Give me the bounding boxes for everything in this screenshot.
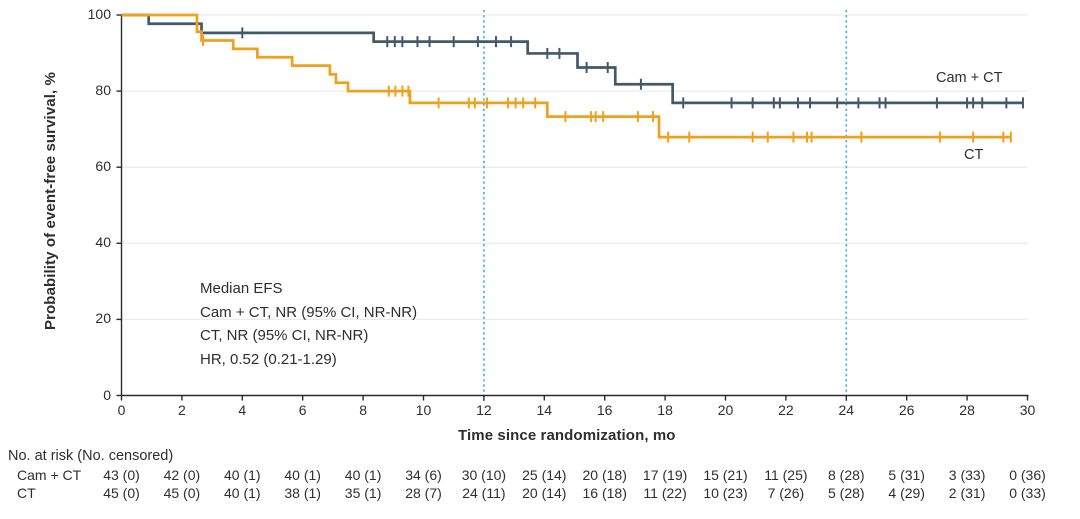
x-tick-label-14: 14 bbox=[536, 402, 553, 418]
risk-cell-cam-ct-28mo: 3 (33) bbox=[948, 467, 986, 483]
x-tick-label-12: 12 bbox=[476, 402, 492, 418]
x-tick-label-30: 30 bbox=[1019, 402, 1036, 418]
risk-cell-ct-0mo: 45 (0) bbox=[103, 485, 140, 501]
risk-cell-ct-8mo: 35 (1) bbox=[344, 485, 382, 501]
x-tick-label-16: 16 bbox=[596, 402, 613, 418]
risk-cell-ct-6mo: 38 (1) bbox=[284, 485, 321, 501]
risk-row-label-ct: CT bbox=[17, 485, 36, 501]
x-tick-label-18: 18 bbox=[657, 402, 673, 418]
y-tick-label-60: 60 bbox=[95, 158, 111, 175]
risk-cell-cam-ct-20mo: 15 (21) bbox=[703, 467, 748, 483]
annotation-line-cam-ct: Cam + CT, NR (95% CI, NR-NR) bbox=[200, 303, 418, 321]
risk-cell-ct-24mo: 5 (28) bbox=[828, 485, 865, 501]
series-label-ct: CT bbox=[964, 147, 984, 163]
series-label-cam-ct: Cam + CT bbox=[936, 70, 1003, 86]
risk-cell-ct-26mo: 4 (29) bbox=[888, 485, 925, 501]
x-tick-label-24: 24 bbox=[838, 402, 855, 418]
risk-cell-ct-2mo: 45 (0) bbox=[163, 485, 201, 501]
risk-cell-cam-ct-12mo: 30 (10) bbox=[461, 467, 507, 483]
risk-row-label-cam-ct: Cam + CT bbox=[17, 467, 82, 483]
risk-cell-cam-ct-10mo: 34 (6) bbox=[405, 467, 442, 483]
risk-cell-cam-ct-14mo: 25 (14) bbox=[522, 467, 567, 483]
risk-cell-ct-12mo: 24 (11) bbox=[462, 485, 506, 501]
risk-cell-cam-ct-0mo: 43 (0) bbox=[103, 467, 140, 483]
risk-cell-ct-4mo: 40 (1) bbox=[224, 485, 261, 501]
x-axis-title: Time since randomization, mo bbox=[458, 427, 676, 444]
x-tick-label-2: 2 bbox=[177, 402, 186, 418]
x-tick-label-26: 26 bbox=[898, 402, 915, 418]
x-tick-label-10: 10 bbox=[415, 402, 432, 418]
risk-cell-cam-ct-8mo: 40 (1) bbox=[344, 467, 382, 483]
risk-cell-ct-22mo: 7 (26) bbox=[767, 485, 805, 501]
x-tick-label-8: 8 bbox=[359, 402, 367, 418]
risk-cell-cam-ct-22mo: 11 (25) bbox=[764, 467, 808, 483]
risk-cell-ct-10mo: 28 (7) bbox=[405, 485, 442, 501]
risk-cell-ct-16mo: 16 (18) bbox=[582, 485, 627, 501]
y-tick-label-100: 100 bbox=[87, 6, 111, 22]
risk-cell-cam-ct-26mo: 5 (31) bbox=[888, 467, 925, 483]
risk-cell-ct-20mo: 10 (23) bbox=[703, 485, 748, 501]
risk-cell-cam-ct-30mo: 0 (36) bbox=[1009, 467, 1046, 483]
risk-cell-ct-28mo: 2 (31) bbox=[948, 485, 986, 501]
y-tick-label-40: 40 bbox=[95, 234, 111, 251]
risk-cell-cam-ct-18mo: 17 (19) bbox=[642, 467, 688, 483]
y-tick-label-20: 20 bbox=[95, 310, 111, 327]
x-tick-label-0: 0 bbox=[117, 402, 126, 418]
risk-cell-ct-14mo: 20 (14) bbox=[522, 485, 567, 501]
risk-cell-cam-ct-6mo: 40 (1) bbox=[284, 467, 321, 483]
risk-cell-cam-ct-24mo: 8 (28) bbox=[828, 467, 865, 483]
x-tick-label-4: 4 bbox=[238, 402, 247, 418]
x-tick-label-22: 22 bbox=[778, 402, 794, 418]
x-tick-label-6: 6 bbox=[298, 402, 307, 418]
x-tick-label-20: 20 bbox=[717, 402, 734, 418]
x-tick-label-28: 28 bbox=[959, 402, 975, 418]
survival-curve-cam-ct bbox=[121, 13, 1023, 105]
annotation-line-hr: HR, 0.52 (0.21-1.29) bbox=[200, 350, 337, 368]
annotation-line-median: Median EFS bbox=[200, 280, 283, 297]
risk-cell-cam-ct-2mo: 42 (0) bbox=[163, 467, 201, 483]
annotation-line-ct: CT, NR (95% CI, NR-NR) bbox=[200, 327, 369, 344]
risk-cell-ct-18mo: 11 (22) bbox=[643, 485, 687, 501]
y-tick-label-0: 0 bbox=[103, 386, 111, 403]
risk-cell-cam-ct-16mo: 20 (18) bbox=[582, 467, 627, 483]
risk-cell-ct-30mo: 0 (33) bbox=[1009, 485, 1046, 501]
median-efs-annotation: Median EFS Cam + CT, NR (95% CI, NR-NR) … bbox=[200, 277, 417, 371]
risk-table-title: No. at risk (No. censored) bbox=[8, 448, 174, 464]
risk-cell-cam-ct-4mo: 40 (1) bbox=[224, 467, 261, 483]
y-tick-label-80: 80 bbox=[95, 82, 111, 99]
y-axis-title: Probability of event-free survival, % bbox=[42, 72, 59, 330]
survival-curve-ct bbox=[121, 13, 1011, 139]
